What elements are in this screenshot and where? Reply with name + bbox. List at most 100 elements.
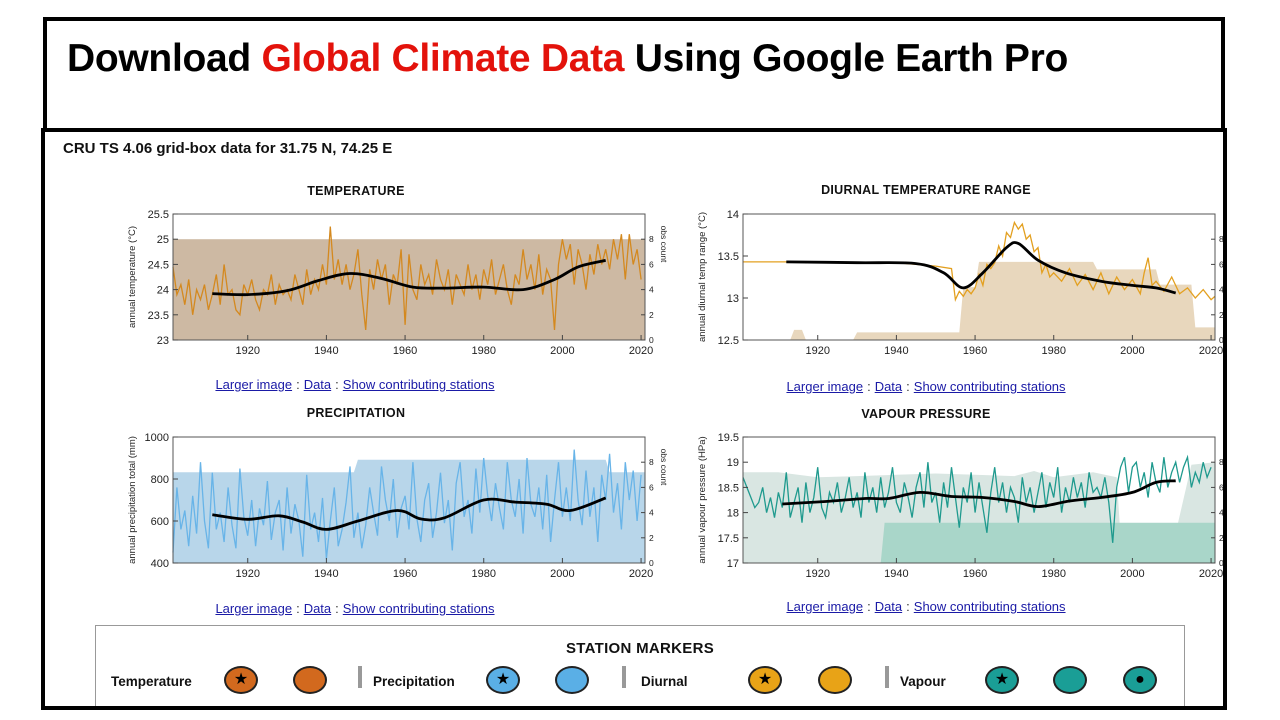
larger-image-link[interactable]: Larger image (215, 601, 293, 616)
y2-tick-label: 8 (649, 457, 654, 467)
y-tick-label: 25.5 (148, 209, 169, 221)
y2-tick-label: 2 (1219, 310, 1224, 320)
star-icon: ★ (233, 671, 249, 688)
x-tick-label: 1980 (471, 568, 495, 580)
banner-title: Download Global Climate Data Using Googl… (67, 37, 1068, 80)
x-tick-label: 1960 (963, 568, 987, 580)
diurnal-station-marker (818, 666, 852, 694)
x-tick-label: 1940 (884, 568, 908, 580)
larger-image-link[interactable]: Larger image (215, 377, 293, 392)
x-tick-label: 2020 (1199, 568, 1223, 580)
y2-tick-label: 6 (649, 482, 654, 492)
links-diurnal: Larger image: Data: Show contributing stat… (786, 379, 1066, 394)
x-tick-label: 1960 (963, 345, 987, 357)
x-tick-label: 1980 (471, 345, 495, 357)
smoothed-line (212, 496, 607, 531)
y-tick-label: 23 (157, 335, 169, 347)
x-tick-label: 2020 (629, 345, 653, 357)
show-stations-link[interactable]: Show contributing stations (913, 599, 1066, 614)
x-tick-label: 2000 (550, 345, 574, 357)
links-vapour: Larger image: Data: Show contributing stat… (786, 599, 1066, 614)
x-tick-label: 1960 (393, 568, 417, 580)
y2-tick-label: 0 (1219, 558, 1224, 568)
y-axis-label: annual temperature (°C) (127, 226, 138, 328)
show-stations-link[interactable]: Show contributing stations (342, 377, 495, 392)
x-tick-label: 1980 (1041, 345, 1065, 357)
diurnal-chart[interactable]: 1920 1940 1960 1980 2000 2020 12.5 13 13.5 14 0 2 4 6… (645, 204, 1223, 366)
vapour-synthetic-marker: ● (1123, 666, 1157, 694)
station-markers-legend: STATION MARKERS Temperature ★ Precipitat… (95, 625, 1185, 706)
temperature-chart[interactable]: 1920 1940 1960 1980 2000 20202323.52424.52525… (75, 204, 669, 364)
x-tick-label: 2000 (1120, 345, 1144, 357)
plot-frame (172, 436, 646, 564)
links-temperature: Larger image: Data: Show contributing stat… (215, 377, 495, 392)
show-stations-link[interactable]: Show contributing stations (342, 601, 495, 616)
y2-tick-label: 6 (649, 259, 654, 269)
y2-tick-label: 8 (649, 234, 654, 244)
vapour-chart[interactable]: 1920 1940 1960 1980 2000 20201717.51818.51919… (645, 427, 1223, 585)
chart-title-temperature: TEMPERATURE (307, 184, 405, 198)
obs-count-area (173, 459, 645, 563)
larger-image-link[interactable]: Larger image (786, 599, 864, 614)
y-tick-label: 17 (727, 558, 739, 570)
y2-tick-label: 0 (649, 335, 654, 345)
x-tick-label: 1940 (314, 568, 338, 580)
y2-tick-label: 4 (1219, 508, 1224, 518)
smoothed-line (782, 479, 1176, 509)
temperature-station-marker (293, 666, 327, 694)
x-tick-label: 2000 (1120, 568, 1144, 580)
cru-panel: CRU TS 4.06 grid-box data for 31.75 N, 7… (41, 128, 1227, 710)
legend-title: STATION MARKERS (565, 640, 715, 657)
larger-image-link[interactable]: Larger image (786, 379, 864, 394)
star-icon: ★ (757, 671, 773, 688)
y2-axis-label: obs count (659, 449, 669, 486)
y-tick-label: 14 (727, 209, 739, 221)
data-link[interactable]: Data (874, 379, 903, 394)
y2-axis-label: obs count (659, 226, 669, 263)
y2-tick-label: 0 (1219, 335, 1224, 345)
y-tick-label: 25 (157, 234, 169, 246)
series-line (172, 226, 642, 330)
x-tick-label: 2020 (629, 568, 653, 580)
y-tick-label: 17.5 (718, 533, 739, 545)
page-title: CRU TS 4.06 grid-box data for 31.75 N, 7… (63, 140, 393, 157)
y-axis-label: annual precipitation total (mm) (127, 436, 138, 564)
legend-label-diurnal: Diurnal (641, 674, 688, 689)
data-link[interactable]: Data (874, 599, 903, 614)
x-tick-label: 1940 (884, 345, 908, 357)
y2-tick-label: 0 (649, 558, 654, 568)
x-tick-label: 2000 (550, 568, 574, 580)
smoothed-line (212, 259, 607, 297)
legend-divider (622, 666, 626, 688)
y2-tick-label: 6 (1219, 259, 1224, 269)
y2-tick-label: 8 (1219, 457, 1224, 467)
y2-tick-label: 4 (1219, 285, 1224, 295)
x-tick-label: 1960 (393, 345, 417, 357)
y-tick-label: 600 (151, 516, 169, 528)
plot-frame (172, 213, 646, 341)
links-precipitation: Larger image: Data: Show contributing stat… (215, 601, 495, 616)
show-stations-link[interactable]: Show contributing stations (913, 379, 1066, 394)
y-tick-label: 400 (151, 558, 169, 570)
legend-label-temperature: Temperature (111, 674, 192, 689)
y2-tick-label: 2 (649, 533, 654, 543)
data-link[interactable]: Data (303, 601, 332, 616)
x-tick-label: 1980 (1041, 568, 1065, 580)
precipitation-chart[interactable]: 1920 1940 1960 1980 2000 2020 400 600 800 1000 0 2 4… (75, 427, 669, 587)
chart-title-precipitation: PRECIPITATION (306, 406, 406, 420)
data-link[interactable]: Data (303, 377, 332, 392)
plot-frame (742, 436, 1216, 564)
chart-title-vapour: VAPOUR PRESSURE (861, 407, 991, 421)
y2-tick-label: 2 (1219, 533, 1224, 543)
x-tick-label: 1920 (805, 345, 829, 357)
x-tick-label: 2020 (1199, 345, 1223, 357)
y-tick-label: 18 (727, 508, 739, 520)
legend-label-vapour: Vapour (900, 674, 946, 689)
legend-label-precipitation: Precipitation (373, 674, 455, 689)
y-tick-label: 13 (727, 293, 739, 305)
series-line (743, 220, 1216, 303)
x-tick-label: 1920 (805, 568, 829, 580)
x-tick-label: 1920 (235, 568, 259, 580)
dot-icon: ● (1135, 671, 1145, 688)
temperature-station-star-marker: ★ (224, 666, 258, 694)
